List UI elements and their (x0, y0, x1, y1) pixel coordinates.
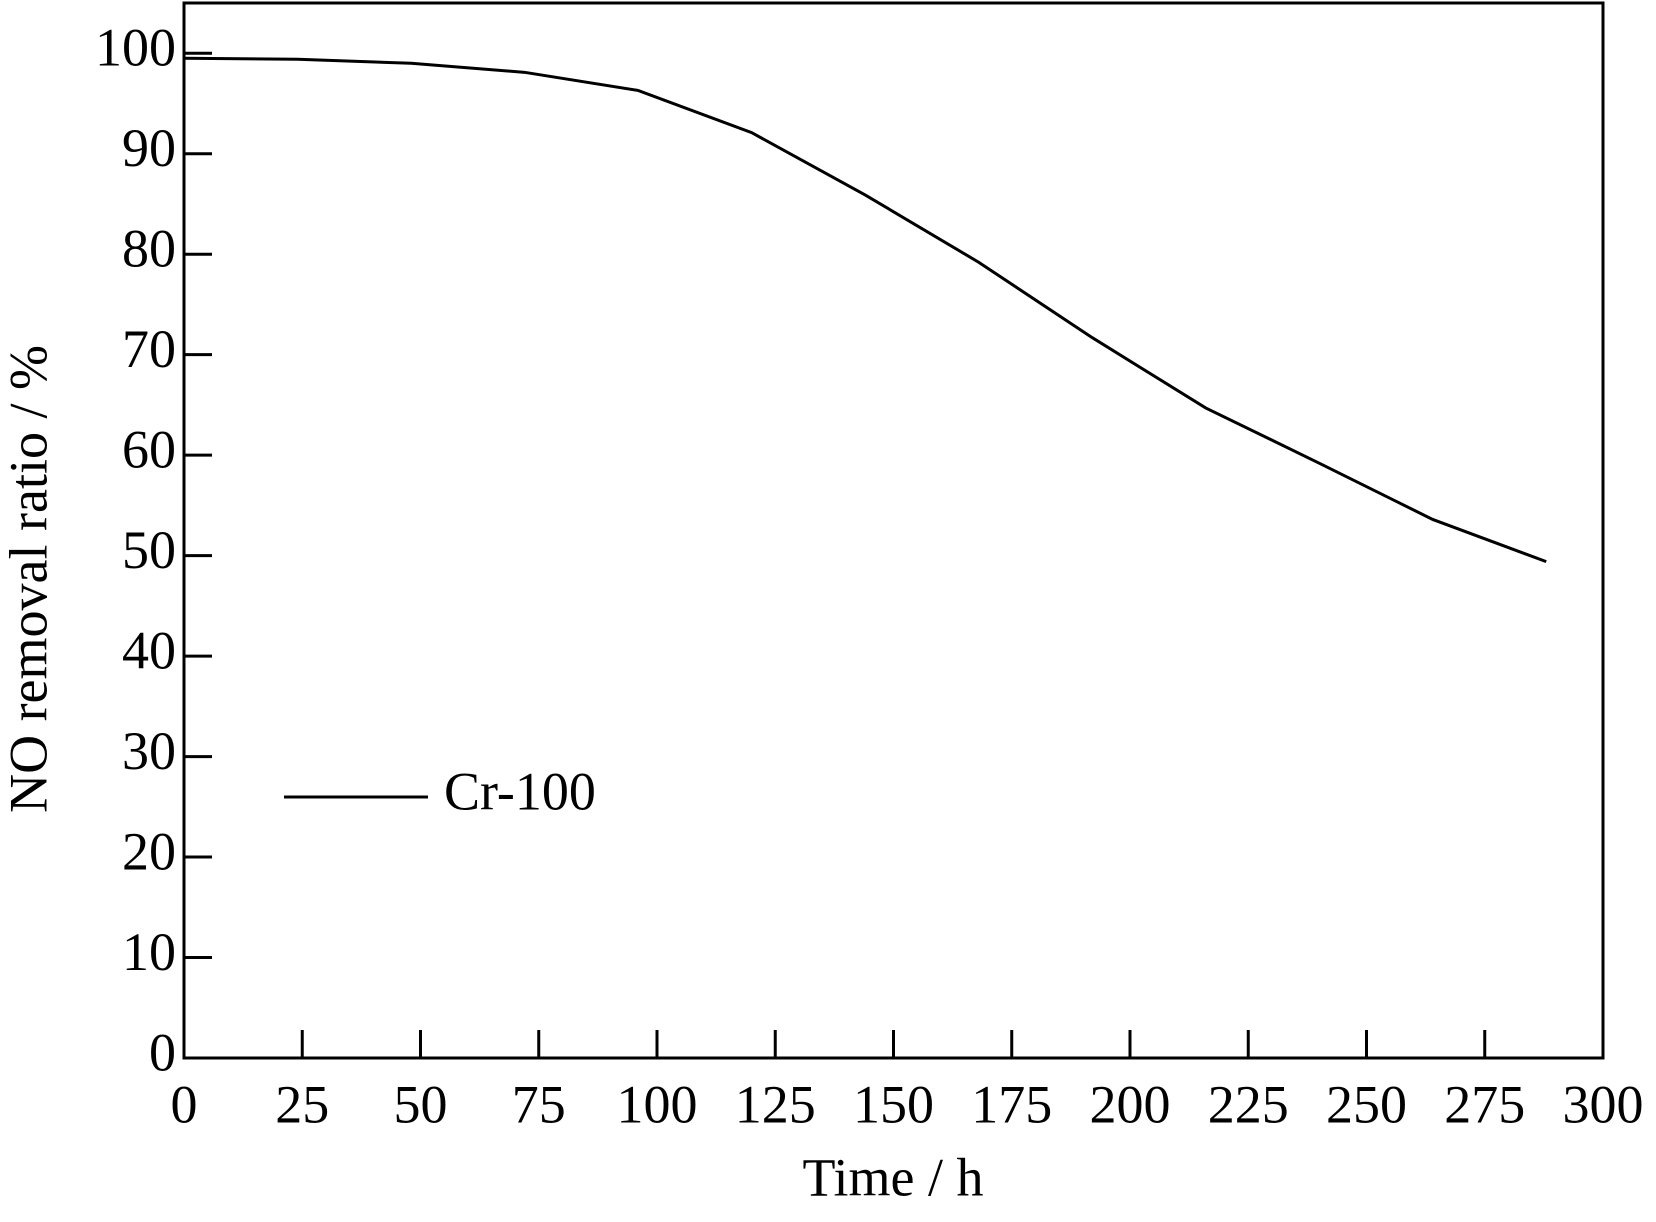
x-tick-label: 200 (1090, 1074, 1171, 1134)
x-tick-label: 125 (735, 1074, 816, 1134)
y-tick-label: 20 (122, 821, 176, 881)
x-tick-label: 225 (1208, 1074, 1289, 1134)
x-tick-label: 0 (171, 1074, 198, 1134)
x-tick-label: 75 (512, 1074, 566, 1134)
x-axis-label: Time / h (802, 1147, 983, 1207)
x-tick-label: 25 (275, 1074, 329, 1134)
y-tick-label: 70 (122, 319, 176, 379)
y-tick-label: 60 (122, 420, 176, 480)
x-tick-label: 300 (1563, 1074, 1644, 1134)
y-tick-label: 80 (122, 219, 176, 279)
x-tick-label: 175 (971, 1074, 1052, 1134)
y-tick-label: 10 (122, 922, 176, 982)
x-tick-label: 275 (1444, 1074, 1525, 1134)
y-tick-label: 90 (122, 118, 176, 178)
x-tick-label: 250 (1326, 1074, 1407, 1134)
y-tick-label: 40 (122, 620, 176, 680)
legend-label: Cr-100 (444, 761, 596, 821)
x-tick-label: 100 (617, 1074, 698, 1134)
x-tick-label: 150 (853, 1074, 934, 1134)
y-tick-label: 100 (95, 18, 176, 78)
x-tick-label: 50 (394, 1074, 448, 1134)
y-tick-label: 30 (122, 721, 176, 781)
y-tick-label: 50 (122, 520, 176, 580)
y-axis-label: NO removal ratio / % (0, 345, 58, 813)
plot-frame (182, 1, 1605, 1060)
data-line (183, 56, 1547, 564)
y-tick-label: 0 (149, 1022, 176, 1082)
